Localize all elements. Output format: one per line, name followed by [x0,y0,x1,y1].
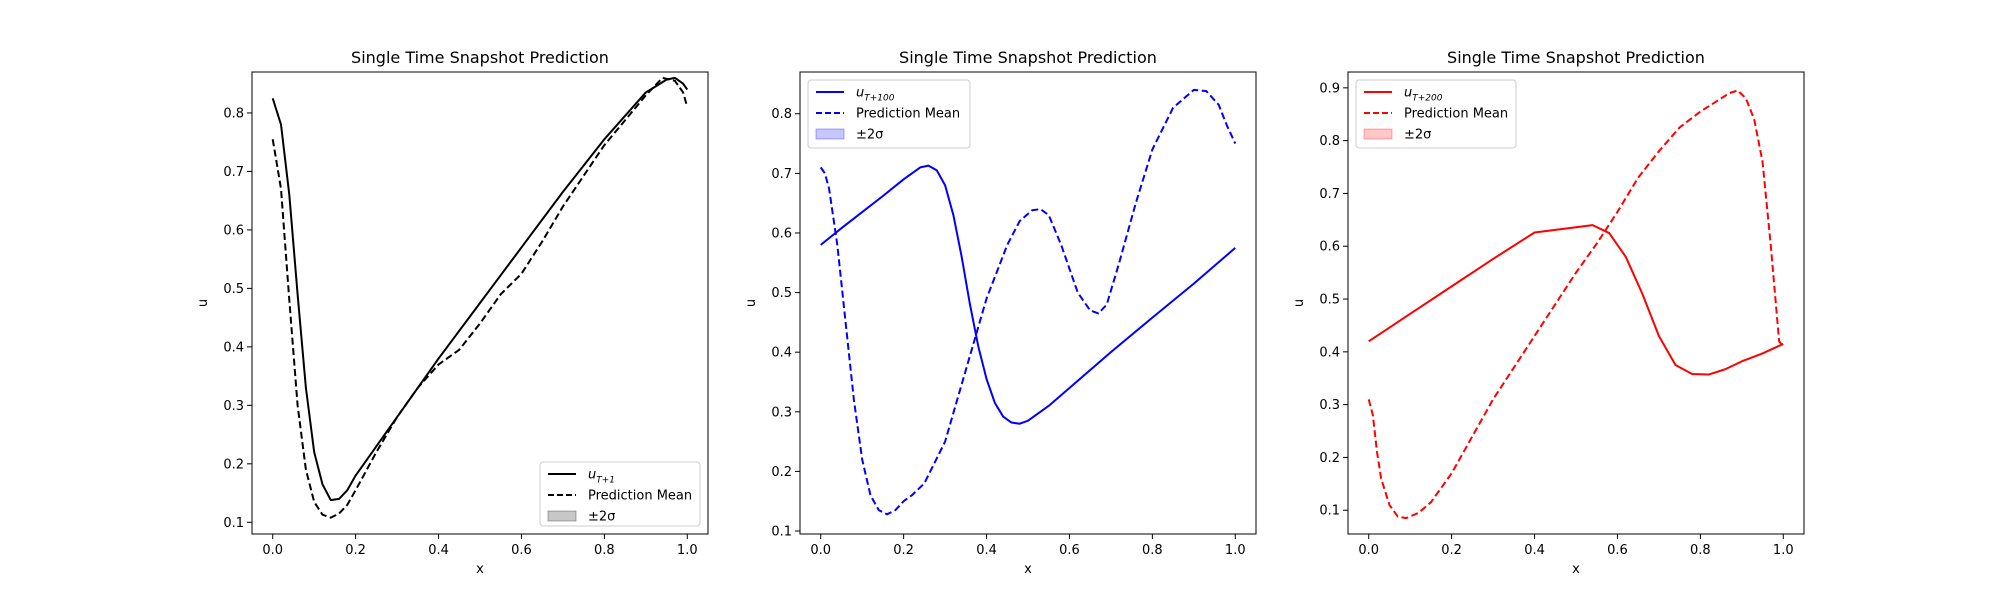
legend-label: Prediction Mean [856,107,960,122]
y-tick-label: 0.7 [223,165,244,180]
series-line-ground-truth [1368,224,1784,376]
y-tick-label: 0.5 [1319,293,1340,308]
y-tick-label: 0.2 [223,457,244,472]
legend-label: Prediction Mean [1404,107,1508,122]
x-tick-label: 0.6 [1059,543,1080,558]
legend-frame [539,461,701,527]
y-tick-label: 0.2 [1319,451,1340,466]
y-tick-label: 0.8 [1319,134,1340,149]
legend-label: ±2σ [1404,128,1431,143]
legend-swatch-band [547,510,577,522]
plot-area-frame [1347,71,1805,535]
y-tick-label: 0.7 [1319,187,1340,202]
chart-title: Single Time Snapshot Prediction [351,48,609,67]
legend-label-text: Prediction Mean [588,489,692,504]
legend-label-text: ±2σ [588,510,615,525]
y-tick-label: 0.6 [771,226,792,241]
x-tick-label: 0.8 [1142,543,1163,558]
y-tick-label: 0.3 [1319,398,1340,413]
legend-label-text: u [856,86,864,101]
y-tick-label: 0.5 [223,282,244,297]
y-tick-label: 0.4 [1319,345,1340,360]
x-tick-label: 0.4 [428,543,449,558]
x-axis-label: x [1572,562,1580,577]
legend-swatch-band [815,128,845,140]
series-line-prediction-mean [271,76,689,519]
x-tick-label: 0.2 [893,543,914,558]
legend-label-text: ±2σ [856,128,883,143]
y-axis-label: u [744,299,759,307]
legend-frame [1355,79,1517,149]
x-tick-label: 1.0 [677,543,698,558]
legend-frame [807,79,971,149]
legend-label: ±2σ [856,128,883,143]
x-tick-label: 1.0 [1773,543,1794,558]
legend: uT+1 Prediction Mean ±2σ [539,461,701,527]
legend-label-subscript: T+200 [1412,94,1442,104]
y-tick-label: 0.7 [771,167,792,182]
legend-label-text: Prediction Mean [856,107,960,122]
x-axis-label: x [1024,562,1032,577]
x-tick-label: 0.4 [1524,543,1545,558]
legend-label-text: Prediction Mean [1404,107,1508,122]
legend-label-subscript: T+100 [864,94,894,104]
x-tick-label: 0.0 [810,543,831,558]
x-tick-label: 0.6 [1607,543,1628,558]
subplot-2: Single Time Snapshot Prediction 0.0 0.2 0.4… [744,48,1257,577]
plot-area-frame [251,71,709,535]
y-tick-label: 0.8 [223,106,244,121]
y-tick-label: 0.9 [1319,81,1340,96]
y-tick-label: 0.6 [1319,240,1340,255]
subplot-1: Single Time Snapshot Prediction 0.0 0.2 0.4… [196,48,709,577]
chart-title: Single Time Snapshot Prediction [1447,48,1705,67]
x-tick-label: 0.8 [1690,543,1711,558]
legend-label: Prediction Mean [588,489,692,504]
x-tick-label: 1.0 [1225,543,1246,558]
legend: uT+200 Prediction Mean ±2σ [1355,79,1517,149]
y-tick-label: 0.1 [771,525,792,540]
series-line-prediction-mean [1367,89,1785,520]
y-tick-label: 0.3 [771,405,792,420]
y-tick-label: 0.3 [223,399,244,414]
legend-swatch-band [1363,128,1393,140]
x-tick-label: 0.4 [976,543,997,558]
legend-label-text: ±2σ [1404,128,1431,143]
y-tick-label: 0.1 [1319,504,1340,519]
y-tick-label: 0.2 [771,465,792,480]
legend-label: ±2σ [588,510,615,525]
legend-label-text: u [588,468,596,483]
subplot-3: Single Time Snapshot Prediction 0.0 0.2 0.4… [1292,48,1805,577]
y-tick-label: 0.1 [223,516,244,531]
y-tick-label: 0.4 [771,346,792,361]
legend: uT+100 Prediction Mean ±2σ [807,79,971,149]
legend-label-text: u [1404,86,1412,101]
plot-area-frame [799,71,1257,535]
series-line-prediction-mean [819,88,1237,516]
x-axis-label: x [476,562,484,577]
chart-title: Single Time Snapshot Prediction [899,48,1157,67]
y-tick-label: 0.6 [223,223,244,238]
x-tick-label: 0.8 [594,543,615,558]
y-tick-label: 0.8 [771,107,792,122]
y-tick-label: 0.4 [223,340,244,355]
legend-label: uT+1 [588,468,615,486]
legend-label-subscript: T+1 [596,476,615,486]
y-axis-label: u [196,299,211,307]
x-tick-label: 0.2 [345,543,366,558]
legend-label: uT+200 [1404,86,1443,104]
y-tick-label: 0.5 [771,286,792,301]
x-tick-label: 0.0 [1358,543,1379,558]
x-tick-label: 0.0 [262,543,283,558]
legend-label: uT+100 [856,86,895,104]
x-tick-label: 0.6 [511,543,532,558]
y-axis-label: u [1292,299,1307,307]
x-tick-label: 0.2 [1441,543,1462,558]
series-line-ground-truth [820,164,1236,425]
